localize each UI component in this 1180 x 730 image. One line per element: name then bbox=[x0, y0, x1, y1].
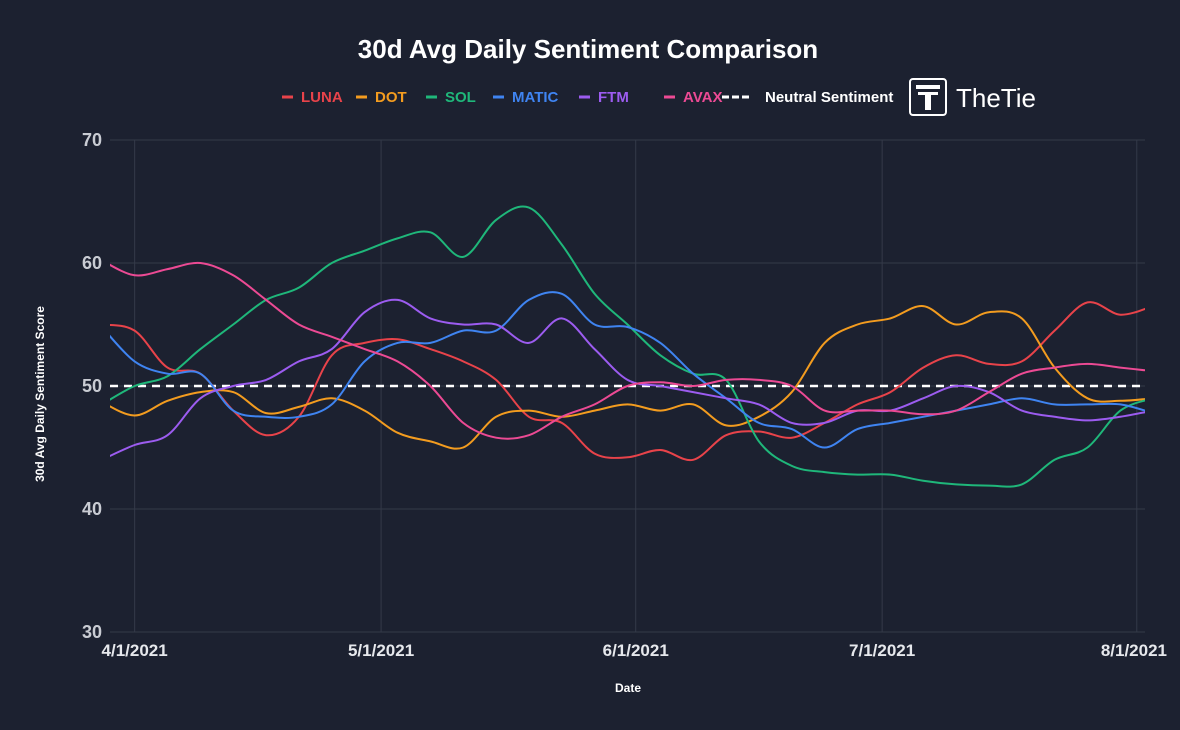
y-tick-label-4: 70 bbox=[82, 130, 102, 150]
series-line-dot bbox=[110, 305, 1145, 450]
legend-label-dot: DOT bbox=[375, 89, 407, 106]
brand-name: TheTie bbox=[956, 83, 1036, 113]
thetie-logo: TheTie bbox=[909, 78, 1036, 116]
series-line-ftm bbox=[110, 298, 1145, 458]
legend-label-luna: LUNA bbox=[301, 89, 343, 106]
x-tick-label-0: 4/1/2021 bbox=[102, 641, 168, 660]
legend-label-ftm: FTM bbox=[598, 89, 629, 106]
series-line-avax bbox=[110, 261, 1145, 440]
series-line-sol bbox=[110, 205, 1145, 488]
x-tick-label-4: 8/1/2021 bbox=[1101, 641, 1167, 660]
logo-bar-top bbox=[916, 85, 940, 89]
y-tick-label-2: 50 bbox=[82, 376, 102, 396]
y-axis-ticks: 30 40 50 60 70 bbox=[82, 130, 102, 642]
logo-stem bbox=[925, 95, 931, 110]
x-tick-label-1: 5/1/2021 bbox=[348, 641, 414, 660]
series-line-matic bbox=[110, 291, 1145, 449]
x-axis-label: Date bbox=[615, 681, 641, 695]
x-tick-label-3: 7/1/2021 bbox=[849, 641, 915, 660]
chart-title: 30d Avg Daily Sentiment Comparison bbox=[358, 34, 818, 64]
legend-label-avax: AVAX bbox=[683, 89, 722, 106]
series-lines bbox=[110, 205, 1145, 488]
legend-label-neutral-sentiment: Neutral Sentiment bbox=[765, 89, 893, 106]
y-tick-label-1: 40 bbox=[82, 499, 102, 519]
logo-bar-mid bbox=[918, 92, 938, 95]
logo-frame bbox=[909, 78, 947, 116]
legend-label-sol: SOL bbox=[445, 89, 476, 106]
y-tick-label-0: 30 bbox=[82, 622, 102, 642]
legend-label-matic: MATIC bbox=[512, 89, 559, 106]
series-line-luna bbox=[110, 301, 1145, 462]
x-tick-label-2: 6/1/2021 bbox=[603, 641, 669, 660]
legend: LUNA DOT SOL MATIC FTM AVAX Neutral Sentiment bbox=[282, 89, 893, 106]
x-axis-ticks: 4/1/2021 5/1/2021 6/1/2021 7/1/2021 8/1/2021 bbox=[102, 641, 1167, 660]
y-axis-label: 30d Avg Daily Sentiment Score bbox=[33, 306, 47, 482]
y-tick-label-3: 60 bbox=[82, 253, 102, 273]
